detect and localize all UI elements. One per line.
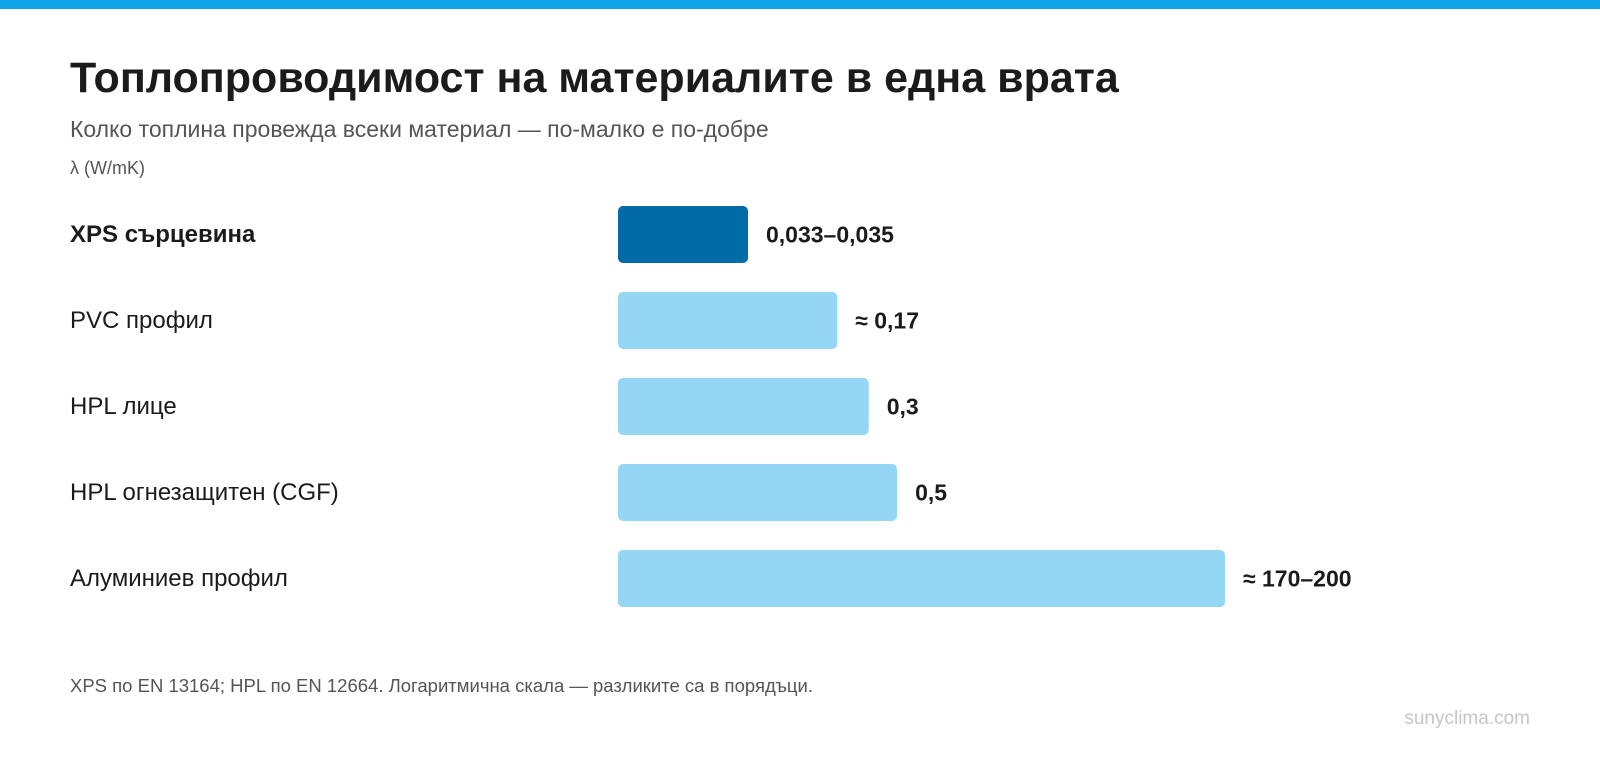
category-label: HPL огнезащитен (CGF)	[70, 479, 339, 506]
value-label: 0,033–0,035	[766, 222, 894, 248]
bar	[618, 464, 898, 521]
chart-title: Топлопроводимост на материалите в една в…	[70, 54, 1119, 102]
bar	[618, 550, 1225, 607]
category-label: XPS сърцевина	[70, 221, 256, 248]
value-label: 0,5	[915, 480, 947, 506]
bar-chart: XPS сърцевина 0,033–0,035 PVC профил ≈ 0,17…	[70, 206, 1352, 607]
chart-subtitle: Колко топлина провежда всеки материал — …	[70, 116, 769, 142]
bar	[618, 206, 748, 263]
footnote: XPS по EN 13164; HPL по EN 12664. Логари…	[70, 675, 813, 696]
accent-stripe	[0, 0, 1600, 9]
category-label: Алуминиев профил	[70, 565, 288, 592]
value-label: ≈ 170–200	[1243, 566, 1352, 592]
category-label: PVC профил	[70, 307, 213, 334]
value-label: ≈ 0,17	[855, 308, 919, 334]
bar	[618, 292, 838, 349]
unit-label: λ (W/mK)	[70, 158, 145, 178]
bars-layer: XPS сърцевина 0,033–0,035 PVC профил ≈ 0,17…	[70, 206, 1352, 607]
category-label: HPL лице	[70, 393, 177, 420]
bar	[618, 378, 869, 435]
source-label: sunyclima.com	[1404, 708, 1530, 729]
value-label: 0,3	[887, 394, 919, 420]
